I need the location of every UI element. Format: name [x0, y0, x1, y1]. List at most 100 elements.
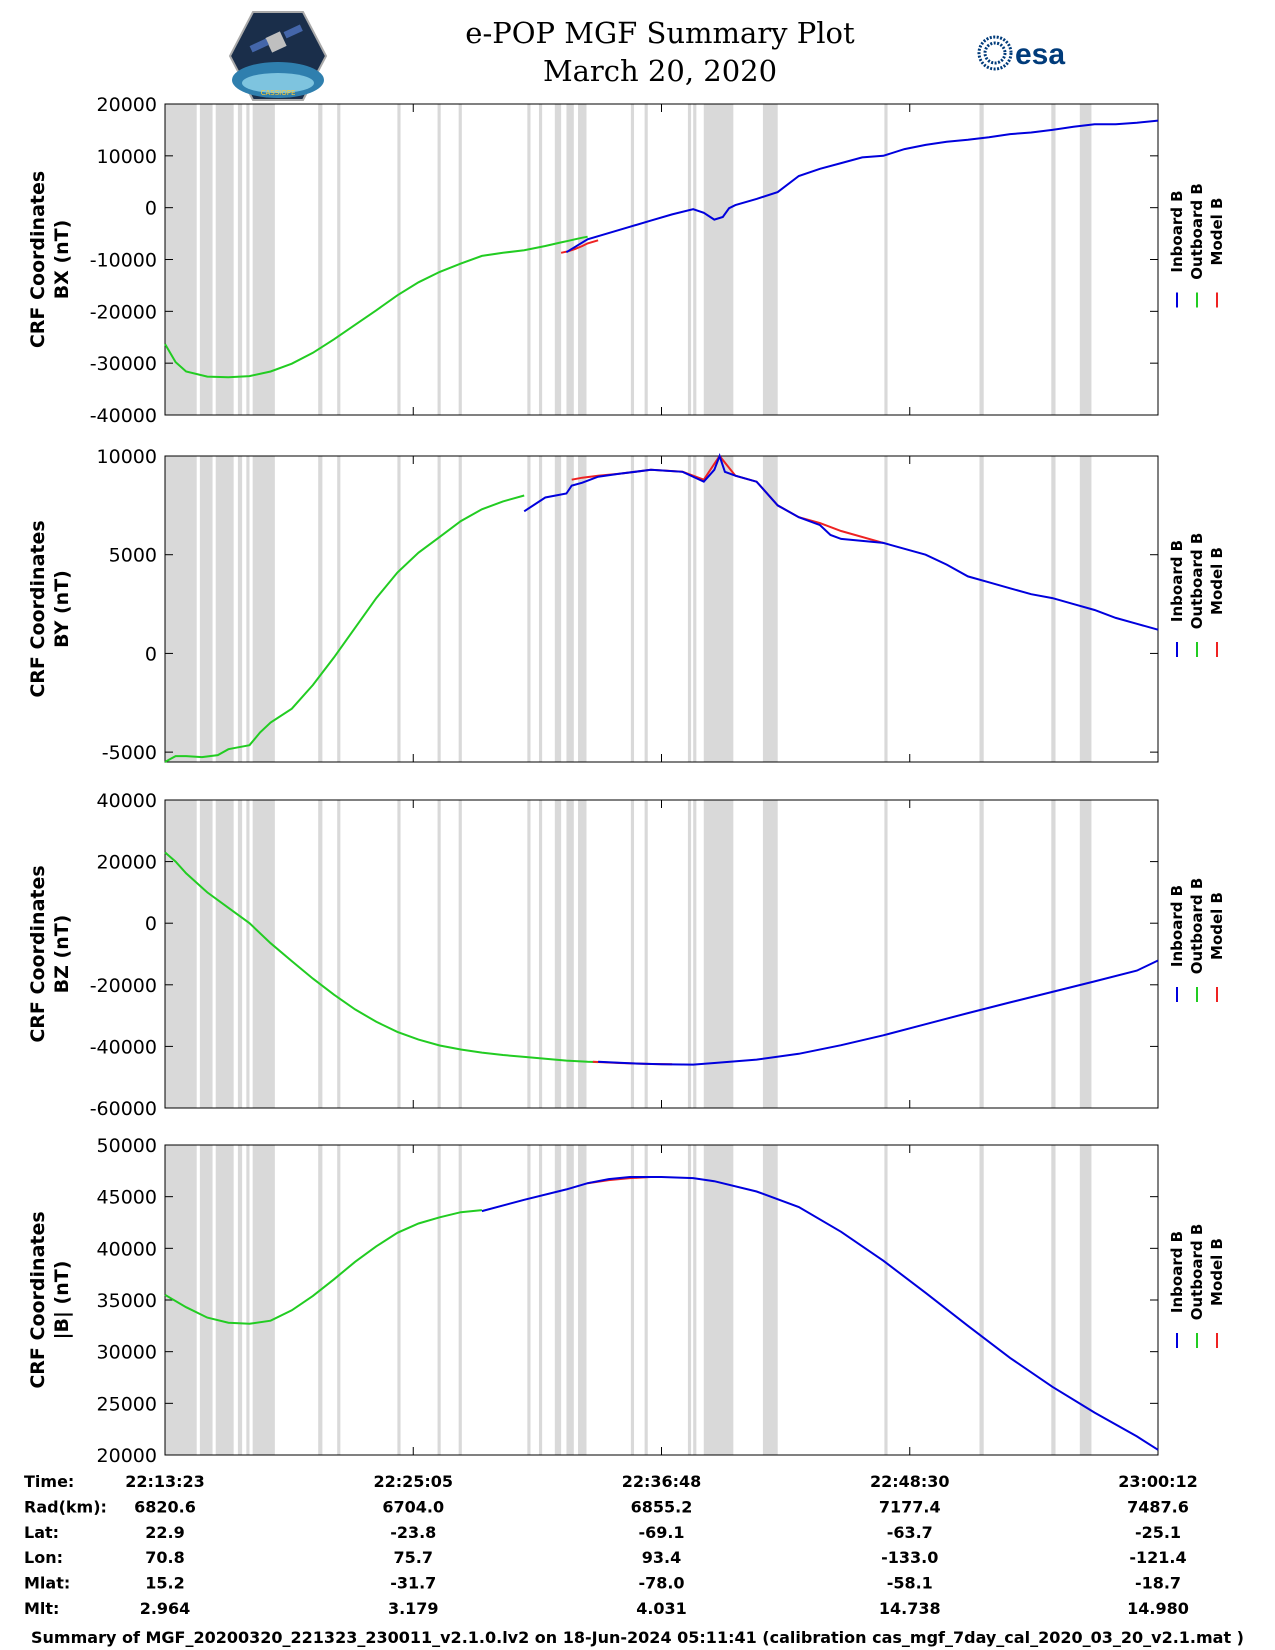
y-tick-label: 5000 — [109, 545, 157, 567]
table-row-label: Mlat: — [24, 1574, 70, 1593]
data-gap-band — [630, 1145, 635, 1455]
legend-label: Model B — [1208, 198, 1226, 266]
table-row-label: Lon: — [24, 1548, 63, 1567]
data-gap-band — [644, 104, 648, 415]
table-cell: -58.1 — [887, 1574, 933, 1593]
plot-frame — [164, 1144, 1159, 1456]
table-cell: -18.7 — [1135, 1574, 1181, 1593]
plot-frame — [164, 455, 1159, 763]
data-gap-band — [252, 104, 275, 415]
legend-label: Outboard B — [1188, 183, 1206, 280]
data-gap-band — [578, 800, 587, 1108]
data-gap-band — [566, 1145, 574, 1455]
data-gap-band — [458, 104, 462, 415]
table-cell: 6704.0 — [382, 1497, 444, 1516]
table-row-label: Mlt: — [24, 1599, 59, 1618]
data-gap-band — [979, 800, 984, 1108]
data-gap-band — [1051, 104, 1056, 415]
data-gap-band — [1079, 104, 1092, 415]
data-gap-band — [458, 456, 462, 762]
legend-label: Model B — [1208, 547, 1226, 615]
table-cell: 15.2 — [145, 1574, 184, 1593]
y-tick-label: 0 — [145, 198, 157, 220]
y-tick-label: -20000 — [90, 975, 157, 997]
esa-logo: esa — [977, 35, 1065, 71]
data-gap-band — [397, 104, 401, 415]
data-gap-band — [538, 104, 543, 415]
y-axis-label-line: CRF Coordinates — [27, 520, 49, 697]
data-gap-band — [1079, 1145, 1092, 1455]
data-gap-band — [979, 1145, 984, 1455]
series-inboard-b — [481, 1176, 1159, 1451]
data-gap-band — [693, 456, 697, 762]
data-gap-band — [979, 456, 984, 762]
data-gap-band — [337, 800, 341, 1108]
data-gap-band — [979, 104, 984, 415]
data-gap-band — [1051, 800, 1056, 1108]
data-gap-band — [644, 456, 648, 762]
data-gap-band — [337, 1145, 341, 1455]
legend-label: Inboard B — [1168, 540, 1186, 622]
table-cell: 7487.6 — [1127, 1497, 1189, 1516]
table-cell: 3.179 — [388, 1599, 439, 1618]
y-axis-label-line: CRF Coordinates — [27, 171, 49, 348]
data-gap-band — [762, 456, 778, 762]
data-gap-band — [687, 800, 692, 1108]
data-gap-band — [215, 104, 234, 415]
y-tick-label: 0 — [145, 913, 157, 935]
table-row-label: Lat: — [24, 1523, 59, 1542]
data-gap-band — [554, 1145, 562, 1455]
y-tick-label: 20000 — [97, 852, 157, 874]
cassiope-logo: CASSIOPE — [228, 11, 328, 101]
data-gap-band — [578, 456, 587, 762]
data-gap-band — [554, 104, 562, 415]
title-line-2: March 20, 2020 — [542, 54, 778, 88]
data-gap-band — [246, 104, 250, 415]
data-gap-band — [554, 456, 562, 762]
legend-label: Model B — [1208, 892, 1226, 960]
data-gap-band — [762, 800, 778, 1108]
data-gap-band — [318, 1145, 323, 1455]
y-axis-label: CRF Coordinates BY (nT) — [27, 520, 73, 697]
data-gap-band — [693, 104, 697, 415]
table-cell: -121.4 — [1129, 1548, 1186, 1567]
series-inboard-b — [598, 959, 1159, 1066]
y-tick-label: 30000 — [97, 1342, 157, 1364]
data-gap-band — [884, 1145, 888, 1455]
y-tick-label: 40000 — [97, 1238, 157, 1260]
table-cell: 23:00:12 — [1118, 1472, 1198, 1491]
data-gap-band — [318, 104, 323, 415]
table-cell: -23.8 — [390, 1523, 436, 1542]
data-gap-band — [397, 456, 401, 762]
data-gap-band — [1051, 456, 1056, 762]
y-axis-label: CRF Coordinates |B| (nT) — [27, 1211, 73, 1388]
data-gap-band — [566, 104, 574, 415]
data-gap-band — [165, 456, 197, 762]
table-cell: -31.7 — [390, 1574, 436, 1593]
data-gap-band — [246, 800, 250, 1108]
table-cell: 93.4 — [642, 1548, 681, 1567]
y-axis-label-line: CRF Coordinates — [27, 865, 49, 1042]
data-gap-band — [237, 456, 243, 762]
table-cell: -25.1 — [1135, 1523, 1181, 1542]
data-gap-band — [215, 456, 234, 762]
data-gap-band — [252, 800, 275, 1108]
data-gap-band — [566, 800, 574, 1108]
panel-1: 20000 10000 0 -10000 -20000 -30000 -40000 CRF C… — [27, 94, 1226, 427]
data-gap-band — [337, 104, 341, 415]
data-gap-band — [458, 1145, 462, 1455]
data-gap-band — [1079, 800, 1092, 1108]
data-gap-band — [703, 1145, 734, 1455]
data-gap-band — [199, 1145, 213, 1455]
y-tick-label: -5000 — [102, 742, 157, 764]
data-gap-band — [527, 104, 531, 415]
data-gap-band — [237, 104, 243, 415]
data-gap-band — [252, 1145, 275, 1455]
y-tick-label: 40000 — [97, 790, 157, 812]
y-axis-label: CRF Coordinates BZ (nT) — [27, 865, 73, 1042]
data-gap-band — [237, 800, 243, 1108]
data-gap-band — [703, 800, 734, 1108]
data-gap-band — [693, 1145, 697, 1455]
data-gap-band — [630, 456, 635, 762]
